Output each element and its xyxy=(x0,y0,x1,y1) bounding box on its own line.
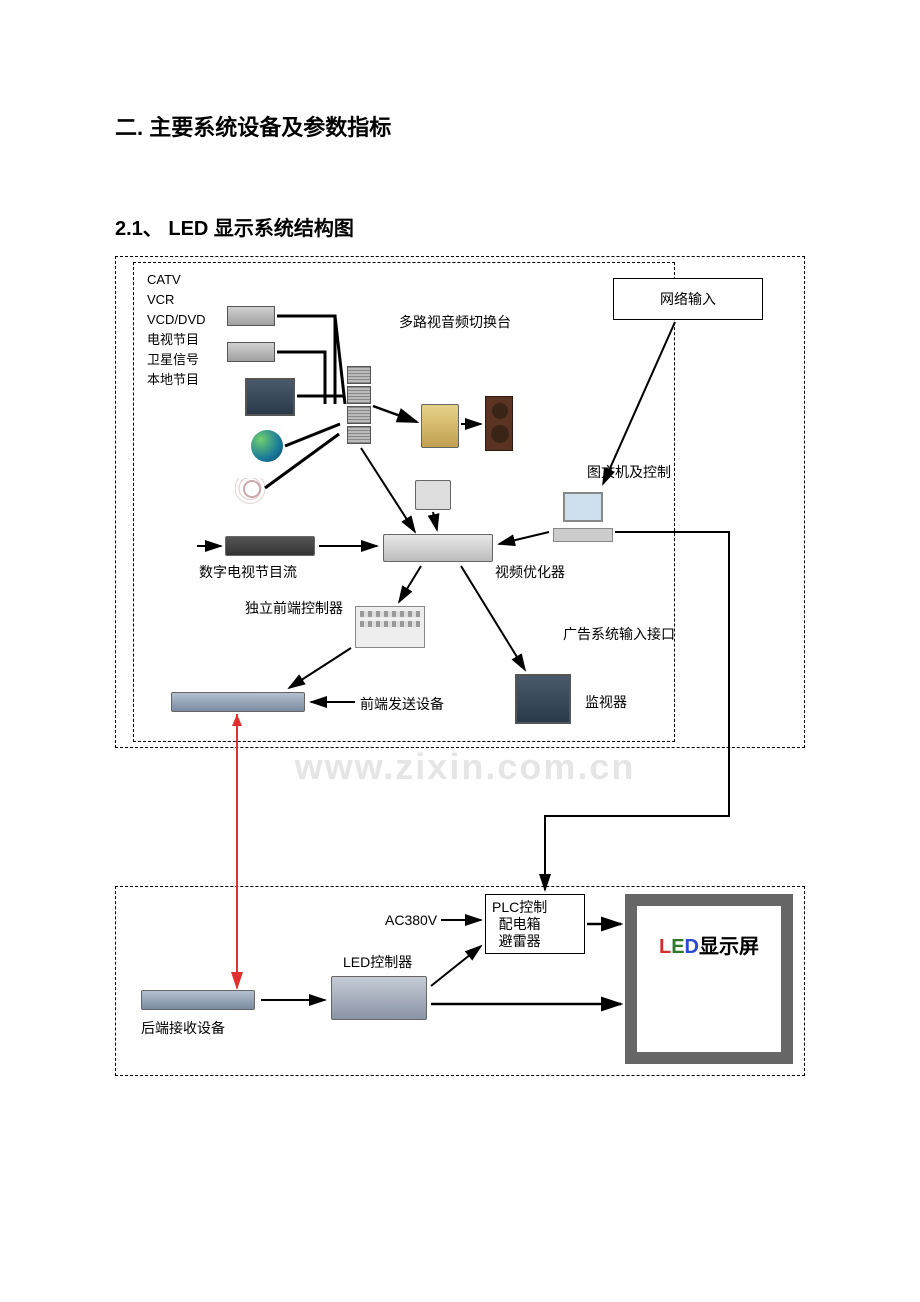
back-rx-icon xyxy=(141,990,255,1010)
ad-input-label: 广告系统输入接口 xyxy=(563,624,675,644)
source-item: 本地节目 xyxy=(147,370,206,390)
source-item: VCR xyxy=(147,290,206,310)
globe-icon xyxy=(251,430,283,462)
source-item: 卫星信号 xyxy=(147,350,206,370)
network-input-box: 网络输入 xyxy=(613,278,763,320)
vcr-device-icon xyxy=(227,306,275,326)
video-opt-label: 视频优化器 xyxy=(495,562,565,582)
led-screen: LED显示屏 xyxy=(625,894,793,1064)
graphics-pc-icon xyxy=(553,492,613,542)
ac380-label: AC380V xyxy=(385,912,437,928)
monitor-icon xyxy=(515,674,571,724)
tv-device-icon xyxy=(245,378,295,416)
back-rx-label: 后端接收设备 xyxy=(141,1018,225,1038)
speaker-icon xyxy=(485,396,513,451)
switcher-label: 多路视音频切换台 xyxy=(399,312,511,332)
modem-device-icon xyxy=(415,480,451,510)
source-item: VCD/DVD xyxy=(147,310,206,330)
front-tx-icon xyxy=(171,692,305,712)
monitor-label: 监视器 xyxy=(585,692,627,712)
led-screen-cn: 显示屏 xyxy=(699,936,759,958)
source-item: 电视节目 xyxy=(147,330,206,350)
video-optimizer-icon xyxy=(383,534,493,562)
plc-box-label: PLC控制 配电箱 避雷器 xyxy=(492,899,547,950)
front-tx-label: 前端发送设备 xyxy=(360,694,444,714)
amp-device-icon xyxy=(421,404,459,448)
network-input-label: 网络输入 xyxy=(660,289,716,309)
watermark: www.zixin.com.cn xyxy=(295,746,636,788)
section-heading: 二. 主要系统设备及参数指标 xyxy=(115,110,805,142)
gfx-ctrl-label: 图文机及控制 xyxy=(587,462,671,482)
audio-icon xyxy=(235,478,265,504)
led-system-diagram: CATV VCR VCD/DVD 电视节目 卫星信号 本地节目 网络输入 多路视… xyxy=(115,256,815,1076)
subsection-heading: 2.1、 LED 显示系统结构图 xyxy=(115,212,805,241)
led-screen-title: LED显示屏 xyxy=(637,930,781,959)
plc-box: PLC控制 配电箱 避雷器 xyxy=(485,894,585,954)
source-list: CATV VCR VCD/DVD 电视节目 卫星信号 本地节目 xyxy=(147,270,206,390)
cassette-device-icon xyxy=(227,342,275,362)
frontend-ctrl-icon xyxy=(355,606,425,648)
led-ctrl-label: LED控制器 xyxy=(343,952,412,972)
led-letter-L: L xyxy=(659,936,671,958)
dtv-device-icon xyxy=(225,536,315,556)
av-switcher-icon xyxy=(347,366,371,444)
led-letter-D: D xyxy=(685,936,699,958)
frontend-ctrl-label: 独立前端控制器 xyxy=(245,598,343,618)
source-item: CATV xyxy=(147,270,206,290)
led-ctrl-icon xyxy=(331,976,427,1020)
led-letter-E: E xyxy=(671,936,684,958)
dtv-label: 数字电视节目流 xyxy=(199,562,297,582)
